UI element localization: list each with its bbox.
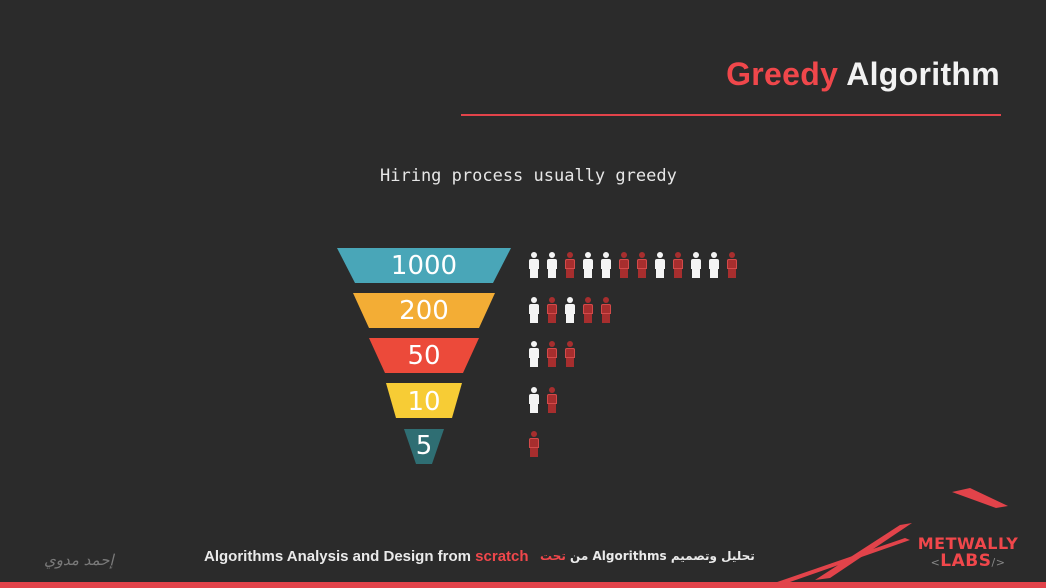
slide-subtitle: Hiring process usually greedy [380,166,677,186]
course-title-arabic-highlight: تحت [540,549,566,563]
person-white-icon [528,252,540,278]
funnel-stage-2-label: 200 [399,296,449,326]
person-white-icon [546,252,558,278]
person-white-icon [690,252,702,278]
person-red-icon [672,252,684,278]
person-white-icon [708,252,720,278]
title-word-greedy: Greedy [726,56,839,92]
funnel-stage-5-label: 5 [415,431,433,461]
person-white-icon [654,252,666,278]
title-underline [461,114,1001,116]
person-white-icon [528,387,540,413]
logo-bracket-left: < [930,556,941,569]
funnel-stage-5-shape [404,429,444,464]
person-white-icon [582,252,594,278]
logo-line2: LABS [940,551,992,571]
person-red-icon [546,297,558,323]
funnel-stage-2-shape [353,293,495,328]
funnel-stage-1-shape [337,248,511,283]
course-title-highlight: scratch [475,548,529,565]
funnel-stage-1-label: 1000 [390,251,458,281]
course-title: Algorithms Analysis and Design from scra… [204,548,529,565]
course-title-arabic: تحليل وتصميم Algorithms من تحت [540,549,755,563]
funnel-stage-4-label: 10 [407,387,441,417]
bottom-accent-bar [0,582,1046,588]
slide-title: Greedy Algorithm [726,56,1000,93]
person-red-icon [546,387,558,413]
person-red-icon [546,341,558,367]
person-red-icon [618,252,630,278]
person-white-icon [564,297,576,323]
title-word-algorithm: Algorithm [846,56,1000,92]
person-red-icon [564,341,576,367]
person-red-icon [636,252,648,278]
funnel-stage-3-label: 50 [407,341,441,371]
logo-bracket-right: /> [991,556,1006,569]
course-title-text: Algorithms Analysis and Design from [204,548,476,565]
logo-line2-wrap: <LABS/> [912,553,1024,570]
person-white-icon [528,297,540,323]
person-red-icon [528,431,540,457]
course-title-arabic-text: تحليل وتصميم Algorithms من [565,549,755,563]
logo-line1: METWALLY [917,534,1019,553]
person-red-icon [726,252,738,278]
person-red-icon [564,252,576,278]
person-red-icon [582,297,594,323]
metwally-labs-logo: METWALLY <LABS/> [912,536,1024,570]
person-white-icon [528,341,540,367]
person-white-icon [600,252,612,278]
author-signature: إحمد مدوي [44,551,114,569]
funnel-stage-4-shape [386,383,462,418]
person-red-icon [600,297,612,323]
funnel-stage-3-shape [369,338,479,373]
